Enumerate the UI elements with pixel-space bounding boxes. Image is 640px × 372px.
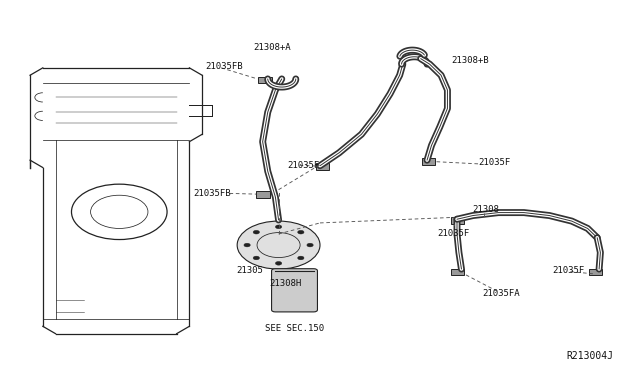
Text: 21035FA: 21035FA xyxy=(483,289,520,298)
Circle shape xyxy=(253,230,259,234)
FancyBboxPatch shape xyxy=(256,191,270,198)
Circle shape xyxy=(307,243,313,247)
Circle shape xyxy=(298,230,304,234)
Text: 21035F: 21035F xyxy=(288,161,320,170)
Text: 21308: 21308 xyxy=(472,205,499,215)
FancyBboxPatch shape xyxy=(316,163,329,170)
FancyBboxPatch shape xyxy=(451,269,464,275)
Circle shape xyxy=(275,225,282,229)
Circle shape xyxy=(253,256,259,260)
Circle shape xyxy=(298,256,304,260)
Text: 21035FB: 21035FB xyxy=(193,189,231,198)
Text: 21035F: 21035F xyxy=(478,157,510,167)
Text: 21035F: 21035F xyxy=(438,230,470,238)
Circle shape xyxy=(275,262,282,265)
FancyBboxPatch shape xyxy=(422,158,435,164)
Text: 21308+A: 21308+A xyxy=(253,43,291,52)
FancyBboxPatch shape xyxy=(257,77,271,83)
Text: 21308H: 21308H xyxy=(269,279,301,288)
Text: 21035FB: 21035FB xyxy=(205,61,243,71)
Text: R213004J: R213004J xyxy=(566,351,613,361)
FancyBboxPatch shape xyxy=(271,269,317,312)
Text: SEE SEC.150: SEE SEC.150 xyxy=(265,324,324,333)
Text: 21035F: 21035F xyxy=(552,266,585,275)
Circle shape xyxy=(237,221,320,269)
FancyBboxPatch shape xyxy=(451,217,464,224)
Text: 21308+B: 21308+B xyxy=(451,56,488,65)
FancyBboxPatch shape xyxy=(589,269,602,275)
Text: 21305: 21305 xyxy=(236,266,263,275)
Circle shape xyxy=(244,243,250,247)
